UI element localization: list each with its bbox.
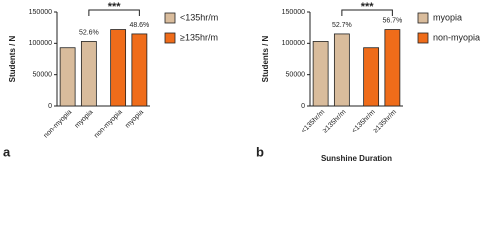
percent-label: 52.6% [79, 29, 99, 36]
significance-bracket [341, 9, 393, 16]
legend-swatch [164, 32, 176, 44]
y-tick-label: 0 [301, 103, 305, 110]
significance-bracket [88, 9, 140, 16]
legend-label: ≥135hr/m [180, 32, 218, 42]
percent-label: 52.7% [332, 22, 352, 29]
y-tick-label: 150000 [29, 9, 52, 16]
figure: 0 50000 100000 150000 Students / N non-myopia… [3, 1, 480, 163]
bar [363, 47, 380, 107]
bar [333, 33, 350, 107]
legend-swatch [417, 12, 429, 24]
y-axis-title: Students / N [8, 35, 17, 82]
y-tick-label: 100000 [282, 40, 305, 47]
significance-label: *** [361, 1, 375, 13]
x-tick-label: ≥135hr/m [372, 109, 398, 135]
bar [312, 41, 329, 107]
bar [80, 41, 97, 107]
y-tick-label: 150000 [282, 9, 305, 16]
significance-label: *** [108, 1, 122, 13]
percent-label: 56.7% [382, 17, 402, 24]
bar [110, 29, 127, 107]
panel-label: a [3, 144, 11, 159]
x-tick-label: non-myopia [93, 109, 124, 140]
legend-label: myopia [433, 12, 462, 22]
x-tick-label: non-myopia [43, 109, 74, 140]
y-tick-label: 50000 [33, 72, 53, 79]
y-tick-label: 100000 [29, 40, 52, 47]
bar [59, 47, 76, 107]
x-tick-label: myopia [74, 109, 95, 130]
bar [384, 29, 401, 107]
legend-label: <135hr/m [180, 12, 218, 22]
y-tick-label: 0 [48, 103, 52, 110]
percent-label: 48.6% [129, 22, 149, 29]
x-tick-label: ≥135hr/m [322, 109, 348, 135]
x-axis-title: Sunshine Duration [321, 154, 392, 163]
x-tick-label: myopia [124, 109, 145, 130]
y-tick-label: 50000 [286, 72, 306, 79]
bar [131, 33, 148, 107]
panel-label: b [256, 144, 264, 159]
legend-label: non-myopia [433, 32, 480, 42]
legend-swatch [417, 32, 429, 44]
legend-swatch [164, 12, 176, 24]
y-axis-title: Students / N [261, 35, 270, 82]
